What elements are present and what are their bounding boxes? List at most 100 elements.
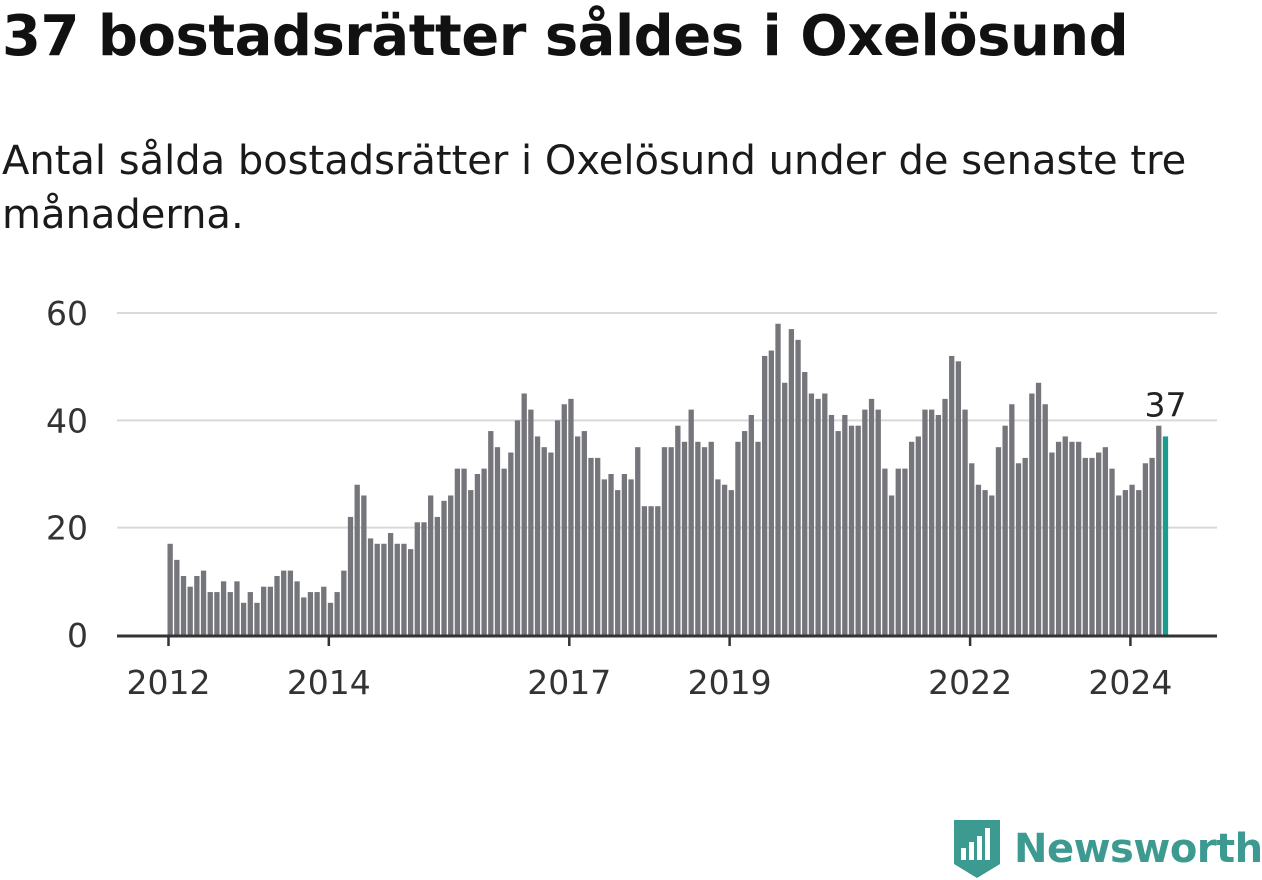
bar <box>802 372 808 635</box>
bar <box>327 602 334 635</box>
bar <box>214 592 220 635</box>
bar <box>568 398 574 635</box>
bar <box>307 592 314 635</box>
bar <box>1002 425 1008 635</box>
chart-title: 37 bostadsrätter såldes i Oxelösund <box>2 4 1129 69</box>
bar <box>194 575 200 635</box>
bar <box>354 484 360 635</box>
bar <box>414 522 420 635</box>
bar <box>1042 404 1048 635</box>
bar <box>595 457 601 635</box>
bar <box>321 586 327 635</box>
bar <box>1109 468 1115 635</box>
bar <box>795 339 801 635</box>
bar <box>982 490 988 635</box>
x-tick-label-2019: 2019 <box>688 663 772 702</box>
x-axis <box>117 634 1217 646</box>
bar <box>341 570 347 635</box>
bar <box>842 414 848 635</box>
bar <box>741 431 748 635</box>
bar <box>688 409 694 635</box>
bar <box>675 425 681 635</box>
bar <box>548 452 554 635</box>
bar <box>1096 452 1102 635</box>
y-tick-label-40: 40 <box>46 401 88 440</box>
bar <box>1075 441 1082 635</box>
bar <box>768 350 774 635</box>
bar <box>434 516 440 635</box>
bar <box>534 436 541 635</box>
bar <box>1116 495 1122 635</box>
bar <box>908 441 915 635</box>
bar <box>441 500 447 635</box>
bar <box>254 602 260 635</box>
bar <box>1136 490 1142 635</box>
bar <box>1102 447 1108 635</box>
bar <box>1069 441 1075 635</box>
bar <box>668 447 674 635</box>
x-tick-label-2024: 2024 <box>1088 663 1172 702</box>
bar <box>728 490 734 635</box>
bar <box>822 393 828 635</box>
bar <box>1149 457 1155 635</box>
bar <box>314 592 320 635</box>
bar <box>220 581 227 635</box>
bar <box>1035 382 1042 635</box>
bar <box>274 575 280 635</box>
bar <box>200 570 207 635</box>
bar <box>648 506 654 635</box>
bar <box>374 543 380 635</box>
newsworthy-logo: Newsworthy <box>952 818 1262 880</box>
y-tick-label-60: 60 <box>46 294 88 333</box>
bar <box>808 393 815 635</box>
x-tick-label-2014: 2014 <box>287 663 371 702</box>
bar <box>641 506 648 635</box>
bar <box>1156 425 1162 635</box>
bar <box>448 495 454 635</box>
bar <box>888 495 895 635</box>
last-value-label: 37 <box>1144 385 1186 424</box>
bar <box>848 425 855 635</box>
bar <box>1009 404 1015 635</box>
bar <box>995 447 1002 635</box>
bar <box>294 581 300 635</box>
bar <box>1122 490 1129 635</box>
bar <box>421 522 427 635</box>
bar <box>975 484 982 635</box>
bar <box>601 479 607 635</box>
bar <box>468 490 474 635</box>
bar <box>574 436 581 635</box>
bar <box>581 431 587 635</box>
bar <box>561 404 567 635</box>
bar <box>661 447 668 635</box>
axis-labels: 0 20 40 60 2012 2014 2017 2019 2022 2024 37 <box>46 294 1189 702</box>
bar <box>167 543 173 635</box>
bar <box>481 468 487 635</box>
bar <box>862 409 868 635</box>
bar <box>1142 463 1149 635</box>
bar <box>735 441 741 635</box>
bar <box>207 592 213 635</box>
bar <box>494 447 501 635</box>
bar <box>942 398 948 635</box>
bar <box>267 586 273 635</box>
bar <box>828 414 835 635</box>
bar <box>301 597 307 635</box>
bar <box>962 409 968 635</box>
bar <box>287 570 294 635</box>
newsworthy-chart-icon <box>954 820 1000 878</box>
bar <box>361 495 367 635</box>
bar <box>1089 457 1095 635</box>
bar <box>969 463 975 635</box>
bar <box>381 543 387 635</box>
bar <box>1022 457 1028 635</box>
bar <box>915 436 921 635</box>
bar <box>247 592 253 635</box>
bar <box>1015 463 1022 635</box>
bar <box>387 533 394 635</box>
bar <box>775 323 781 635</box>
bar-series <box>167 323 1169 635</box>
bar <box>240 602 247 635</box>
bar-highlight <box>1162 436 1169 635</box>
bar <box>628 479 634 635</box>
